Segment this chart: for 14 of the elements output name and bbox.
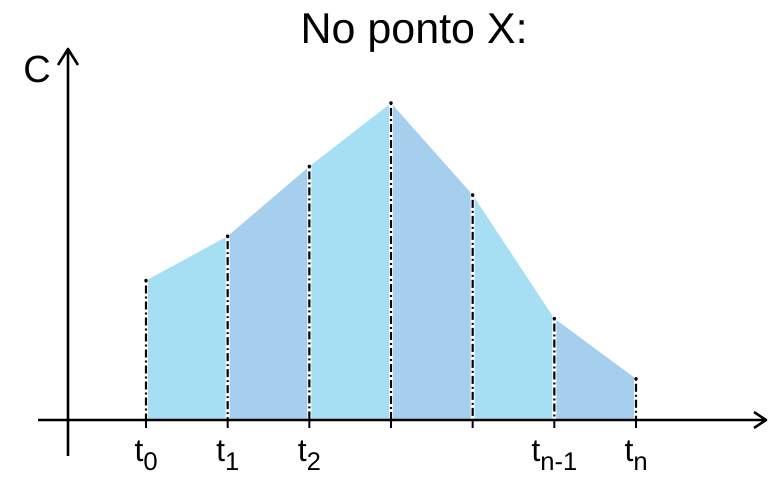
point: [552, 316, 556, 320]
y-axis-title: C: [23, 49, 51, 91]
chart-title: No ponto X:: [300, 5, 528, 53]
point: [226, 234, 230, 238]
x-tick-label: t$_{2}$: [298, 432, 321, 476]
point: [389, 101, 393, 105]
x-tick-label: t$_{n-1}$: [531, 432, 578, 476]
x-tick-label: t$_{n}$: [624, 432, 648, 476]
point: [470, 193, 474, 197]
x-tick-label: t$_{0}$: [134, 432, 158, 476]
x-tick-label: t$_{1}$: [216, 432, 240, 476]
point: [308, 164, 312, 168]
point: [144, 278, 148, 282]
point: [634, 377, 638, 380]
